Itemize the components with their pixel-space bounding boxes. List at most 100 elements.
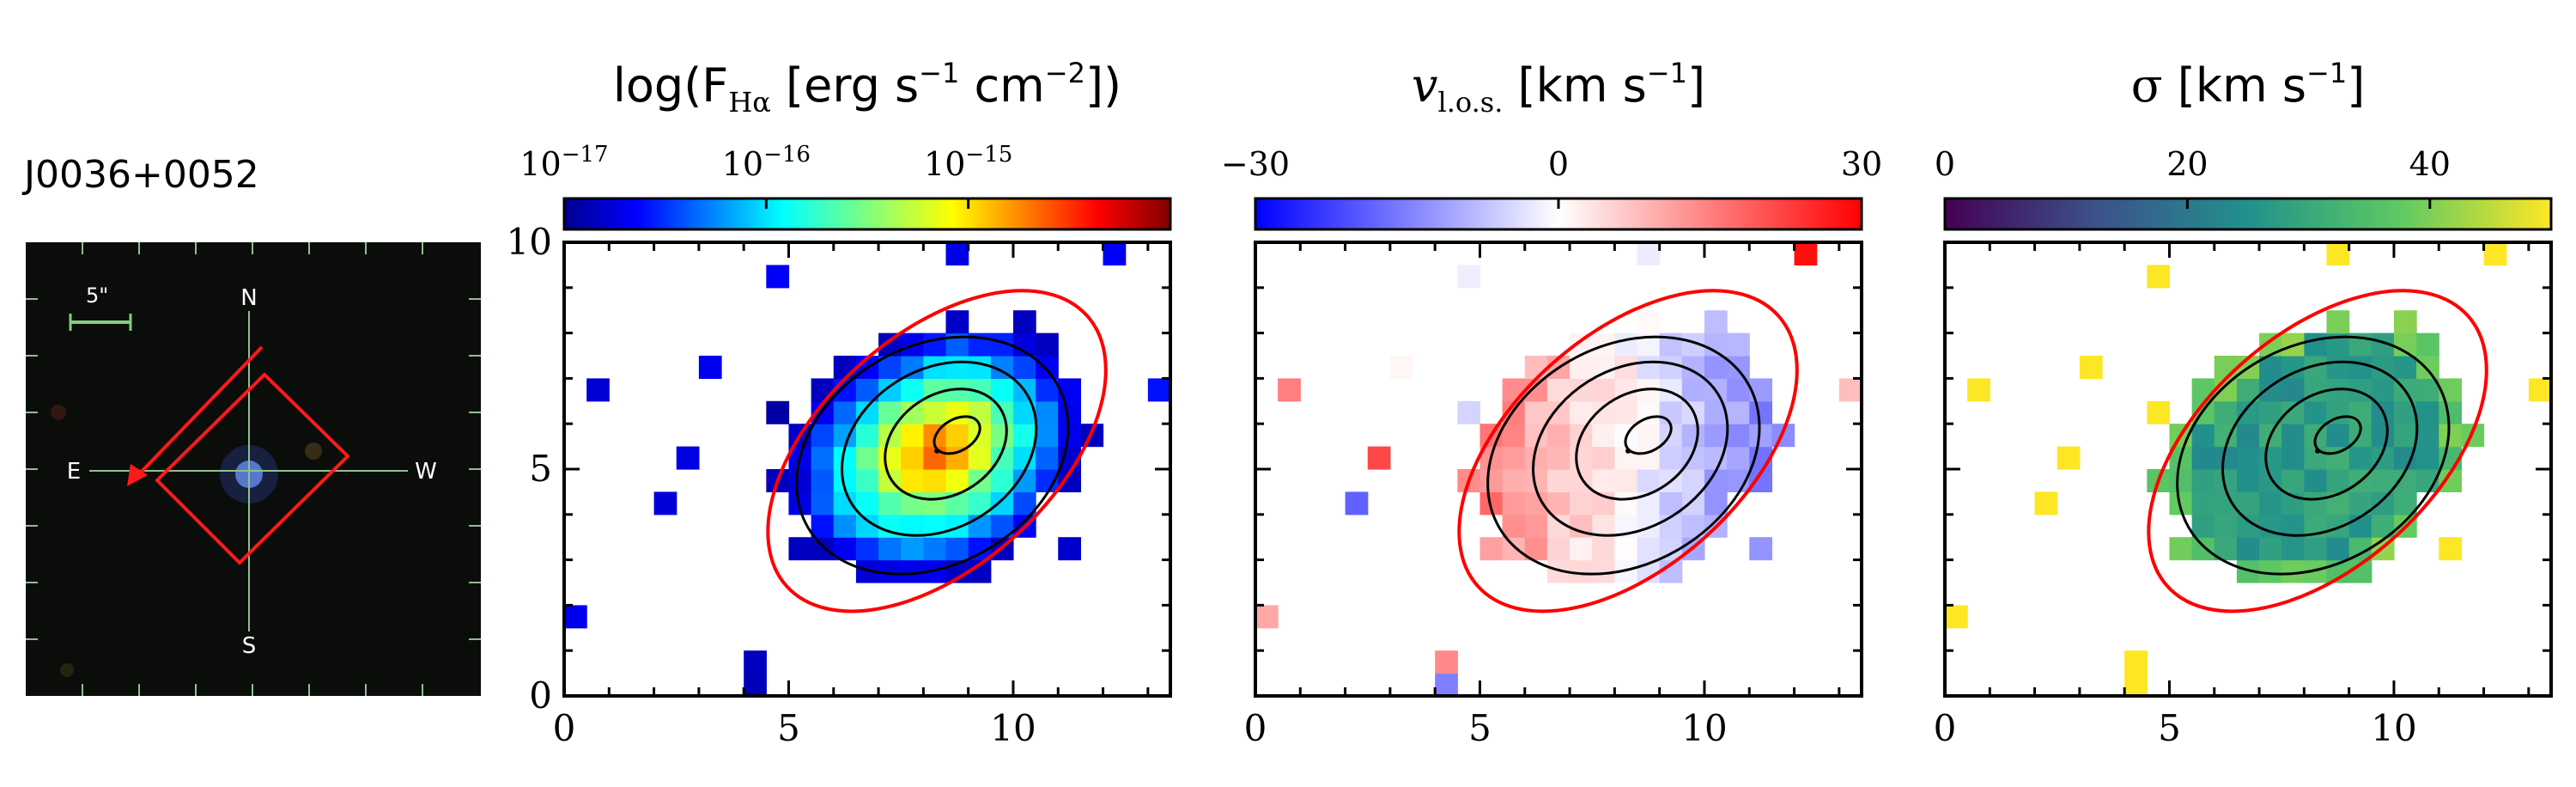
spaxel xyxy=(878,537,902,561)
spaxel xyxy=(1637,469,1661,492)
spaxel xyxy=(1502,469,1526,492)
x-tick-label: 5 xyxy=(2158,707,2181,749)
spaxel xyxy=(1546,491,1571,516)
slit-footprint xyxy=(155,372,350,565)
spaxel xyxy=(878,491,902,516)
spaxel xyxy=(2079,356,2103,379)
spaxel xyxy=(2281,559,2305,583)
spaxel xyxy=(901,378,924,402)
spaxel xyxy=(1036,332,1059,357)
spaxel xyxy=(1727,400,1750,424)
spaxel xyxy=(2348,446,2372,470)
spaxel xyxy=(2281,424,2305,448)
spaxel xyxy=(1524,378,1548,402)
spaxel xyxy=(1058,400,1082,424)
spaxel xyxy=(968,400,992,424)
centroid-marker xyxy=(2315,448,2321,454)
panel-halpha-flux: log(FHα [erg s−1 cm−2])10−17 10−16 10−150 5… xyxy=(507,57,1172,749)
spaxel xyxy=(2326,310,2350,334)
spaxel xyxy=(2214,491,2238,516)
spaxel xyxy=(2259,446,2282,470)
tick-exponent: −15 xyxy=(965,142,1012,168)
spaxel xyxy=(744,650,767,674)
spaxel xyxy=(1255,605,1279,629)
spaxel xyxy=(2259,537,2282,561)
panel-velocity: vl.o.s. [km s−1] −30 0 30 0 5 10 xyxy=(1221,57,1882,749)
colorbar-tick-label: 40 xyxy=(2409,145,2451,183)
spaxel xyxy=(945,537,969,561)
spaxel xyxy=(923,491,947,516)
spaxel xyxy=(1681,424,1705,448)
tick-exponent: −17 xyxy=(562,142,609,168)
title-exponent: −2 xyxy=(1045,57,1085,89)
spaxel xyxy=(811,424,835,448)
spaxel xyxy=(766,400,790,424)
spaxel xyxy=(2393,356,2417,379)
flux-contour xyxy=(841,360,1038,537)
spaxel xyxy=(1727,332,1750,357)
title-unit: [erg s xyxy=(771,58,919,113)
spaxel xyxy=(968,356,992,379)
spaxel xyxy=(2326,356,2350,379)
title-unit: [km s xyxy=(1503,58,1646,113)
spaxel xyxy=(1838,378,1862,402)
flux-contour xyxy=(1532,360,1729,537)
spaxel xyxy=(2214,378,2238,402)
spaxel xyxy=(990,378,1014,402)
spaxel xyxy=(2124,650,2148,674)
spaxel xyxy=(1502,537,1526,561)
spaxel xyxy=(945,242,969,265)
spaxel xyxy=(811,378,835,402)
spaxel xyxy=(2371,378,2395,402)
title-close: ] xyxy=(1687,58,1705,113)
spaxel xyxy=(901,424,924,448)
colorbar-tick-label: 10−16 xyxy=(722,142,811,183)
spaxel xyxy=(2236,491,2260,516)
compass-west: W xyxy=(415,459,437,485)
spaxel xyxy=(2348,400,2372,424)
spaxel xyxy=(2169,469,2193,492)
spaxel xyxy=(2439,400,2463,424)
aperture-ellipse xyxy=(766,289,1108,613)
spaxel xyxy=(811,469,835,492)
spaxel xyxy=(968,446,992,470)
spaxel xyxy=(1614,400,1638,424)
spaxel xyxy=(811,514,835,538)
spaxel xyxy=(1389,356,1413,379)
spaxel xyxy=(855,424,879,448)
spaxel xyxy=(2416,356,2439,379)
spaxel xyxy=(2281,446,2305,470)
spaxel xyxy=(1012,356,1036,379)
spaxel xyxy=(1614,491,1638,516)
spaxel xyxy=(2304,400,2328,424)
spaxel xyxy=(1546,469,1571,492)
thumbnail: 5" N S E W xyxy=(26,242,481,696)
spaxel xyxy=(2371,424,2395,448)
spaxel xyxy=(1502,424,1526,448)
spaxel xyxy=(901,356,924,379)
y-tick-label: 5 xyxy=(529,448,552,490)
spaxel xyxy=(1435,673,1458,697)
spaxel xyxy=(2191,491,2215,516)
compass-north: N xyxy=(240,285,257,311)
spaxel xyxy=(2191,537,2215,561)
spaxel xyxy=(1637,424,1661,448)
flux-contour xyxy=(2264,387,2389,501)
panel-dispersion: σ [km s−1] 0 20 40 0 5 10 xyxy=(1934,57,2553,749)
spaxel xyxy=(2236,469,2260,492)
spaxel xyxy=(1570,537,1593,561)
spaxel xyxy=(1614,469,1638,492)
spaxel xyxy=(1592,469,1615,492)
spaxel xyxy=(2236,424,2260,448)
spaxel xyxy=(1457,400,1481,424)
aperture-ellipse xyxy=(1457,289,1799,613)
tick-base: 10 xyxy=(924,145,965,183)
spaxel xyxy=(1147,378,1171,402)
spaxel xyxy=(1727,446,1750,470)
spaxel xyxy=(1278,378,1301,402)
spaxel xyxy=(1345,491,1369,516)
y-tick-label: 10 xyxy=(507,221,552,263)
spaxel xyxy=(2393,310,2417,334)
flux-contour xyxy=(933,415,981,455)
colorbar xyxy=(1254,197,1863,231)
